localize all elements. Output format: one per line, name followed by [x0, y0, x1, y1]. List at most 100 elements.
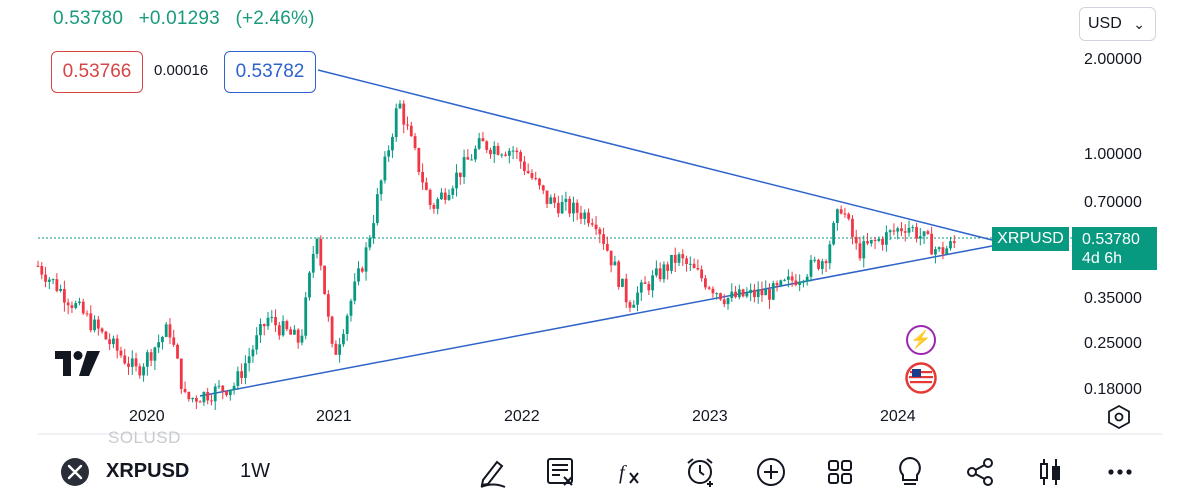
candle: [168, 324, 172, 338]
buy-button[interactable]: 0.53782: [224, 51, 316, 93]
candle: [598, 229, 602, 235]
candle: [379, 180, 383, 195]
candle: [786, 276, 790, 280]
candle: [741, 289, 745, 297]
candle: [553, 197, 556, 203]
candle: [783, 279, 786, 281]
more-icon[interactable]: [1102, 454, 1138, 490]
candle: [888, 230, 892, 233]
lightning-icon[interactable]: ⚡: [906, 325, 936, 355]
candle: [36, 265, 40, 267]
candle: [198, 401, 202, 403]
candle: [809, 259, 813, 277]
candle: [119, 350, 123, 356]
candle: [666, 264, 670, 271]
candle: [866, 241, 869, 244]
candle: [466, 157, 470, 160]
price-chart[interactable]: [0, 0, 1200, 440]
candle: [862, 241, 866, 259]
candle: [802, 281, 805, 283]
chart-settings-icon[interactable]: [1106, 404, 1132, 430]
candle: [130, 358, 134, 367]
candle: [515, 150, 519, 153]
indicators-icon[interactable]: f: [612, 454, 648, 490]
candle: [134, 358, 138, 367]
candle: [824, 261, 828, 264]
candle: [952, 241, 956, 243]
candle: [443, 192, 447, 200]
candle: [628, 302, 632, 308]
candle: [40, 266, 44, 275]
candle: [391, 136, 394, 151]
us-flag-icon[interactable]: [905, 362, 937, 394]
candle: [549, 197, 553, 204]
candle: [507, 150, 511, 156]
candle: [745, 293, 749, 297]
chart-type-icon[interactable]: [1032, 454, 1068, 490]
candle: [707, 287, 711, 289]
candle: [402, 103, 406, 125]
candle: [326, 294, 330, 317]
candle: [481, 138, 485, 142]
candle: [210, 400, 213, 402]
symbol-price-tag: XRPUSD: [992, 227, 1069, 251]
interval-button[interactable]: 1W: [240, 460, 270, 482]
candle: [225, 391, 228, 396]
candle: [892, 230, 896, 232]
notes-icon[interactable]: [543, 454, 579, 490]
candle: [643, 282, 647, 284]
candle: [485, 141, 489, 150]
candle: [191, 398, 194, 400]
candle: [621, 278, 624, 287]
candle: [270, 317, 274, 319]
share-icon[interactable]: [962, 454, 998, 490]
layout-icon[interactable]: [822, 454, 858, 490]
candle: [594, 224, 598, 230]
draw-icon[interactable]: [475, 454, 511, 490]
candle: [790, 276, 794, 281]
candle: [877, 238, 881, 241]
candle: [756, 289, 760, 298]
candle: [161, 336, 164, 343]
candle: [104, 331, 108, 340]
candle: [934, 249, 937, 255]
tradingview-logo: [55, 351, 100, 376]
candle: [428, 189, 432, 205]
candle: [900, 228, 903, 232]
candle: [436, 199, 440, 209]
candle: [869, 239, 873, 244]
price-change: +0.01293: [138, 8, 220, 29]
alert-icon[interactable]: [683, 454, 719, 490]
candle: [47, 279, 51, 282]
candle: [722, 299, 726, 305]
candle: [798, 281, 802, 285]
candle: [89, 313, 93, 331]
candle: [843, 213, 847, 215]
candle: [658, 268, 662, 280]
candle: [832, 222, 835, 245]
symbol-logo-icon[interactable]: [61, 458, 89, 486]
candle: [526, 171, 530, 173]
symbol-button[interactable]: XRPUSD: [106, 460, 190, 482]
candle: [726, 298, 730, 305]
candle: [315, 238, 319, 254]
candle: [398, 103, 402, 109]
sell-button[interactable]: 0.53766: [51, 51, 143, 93]
candle: [835, 209, 839, 223]
currency-select[interactable]: USD ⌄: [1079, 7, 1156, 41]
candle: [349, 300, 353, 316]
candle: [266, 317, 270, 327]
candle: [907, 227, 911, 233]
add-icon[interactable]: [753, 454, 789, 490]
candle: [274, 317, 277, 326]
candle: [115, 338, 119, 351]
price-label: 0.18000: [1084, 381, 1142, 398]
candle: [918, 236, 922, 239]
candle: [579, 212, 583, 219]
candle: [794, 280, 798, 285]
price-change-pct: (+2.46%): [235, 8, 315, 29]
ideas-icon[interactable]: [892, 454, 928, 490]
current-price-box: 0.53780 4d 6h: [1072, 227, 1157, 270]
candle: [775, 283, 779, 286]
candle: [749, 289, 753, 294]
